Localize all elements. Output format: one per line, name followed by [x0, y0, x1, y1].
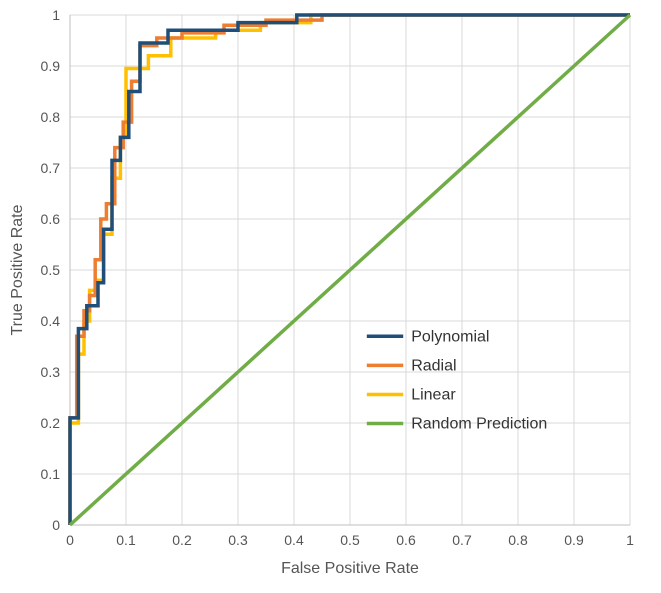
y-tick-label: 0	[52, 517, 60, 533]
legend-label: Random Prediction	[411, 416, 547, 433]
y-tick-label: 0.1	[41, 466, 61, 482]
x-tick-label: 0.4	[284, 532, 304, 548]
chart-svg: 0 0.1 0.2 0.3 0.4 0.5 0.6 0.7 0.8 0.9 1 0 0.1 0.2 0.3 0…	[0, 0, 661, 593]
x-tick-label: 0.2	[172, 532, 192, 548]
legend-label: Linear	[411, 386, 456, 403]
y-tick-label: 0.8	[41, 109, 61, 125]
roc-chart: 0 0.1 0.2 0.3 0.4 0.5 0.6 0.7 0.8 0.9 1 0 0.1 0.2 0.3 0…	[0, 0, 661, 593]
y-tick-label: 0.2	[41, 415, 61, 431]
y-tick-label: 0.7	[41, 160, 61, 176]
y-axis-label: True Positive Rate	[9, 204, 26, 335]
y-tick-label: 0.4	[41, 313, 61, 329]
y-tick-label: 0.5	[41, 262, 61, 278]
y-tick-label: 0.9	[41, 58, 61, 74]
x-tick-label: 0.8	[508, 532, 528, 548]
x-tick-label: 1	[626, 532, 634, 548]
x-tick-label: 0.5	[340, 532, 360, 548]
y-tick-label: 1	[52, 7, 60, 23]
x-tick-label: 0.7	[452, 532, 472, 548]
legend-label: Radial	[411, 357, 456, 374]
x-tick-label: 0.6	[396, 532, 416, 548]
y-tick-label: 0.3	[41, 364, 61, 380]
x-tick-label: 0	[66, 532, 74, 548]
x-tick-label: 0.3	[228, 532, 248, 548]
x-tick-label: 0.9	[564, 532, 584, 548]
x-axis-label: False Positive Rate	[281, 560, 419, 577]
x-tick-label: 0.1	[116, 532, 136, 548]
y-tick-label: 0.6	[41, 211, 61, 227]
legend-label: Polynomial	[411, 328, 489, 345]
